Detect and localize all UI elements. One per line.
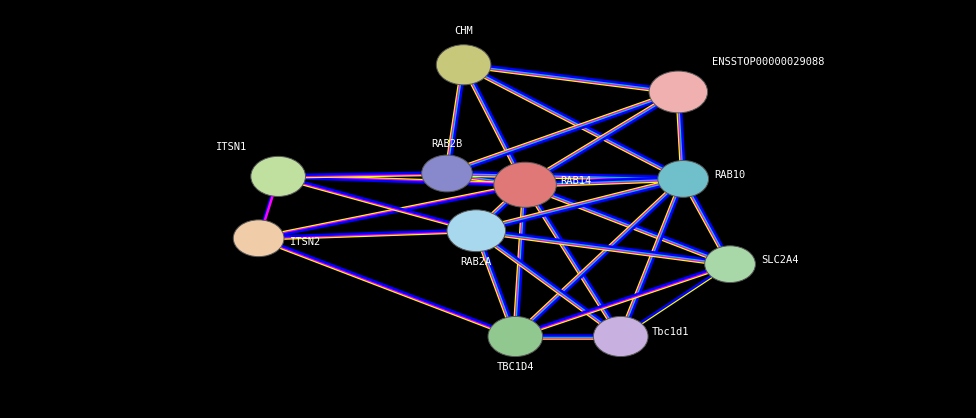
Ellipse shape <box>494 162 556 207</box>
Ellipse shape <box>705 246 755 283</box>
Text: TBC1D4: TBC1D4 <box>497 362 534 372</box>
Ellipse shape <box>422 155 472 192</box>
Text: ITSN1: ITSN1 <box>216 142 247 152</box>
Ellipse shape <box>447 210 506 252</box>
Text: ITSN2: ITSN2 <box>290 237 321 247</box>
Text: RAB10: RAB10 <box>714 170 746 180</box>
Ellipse shape <box>593 316 648 357</box>
Text: CHM: CHM <box>454 26 473 36</box>
Ellipse shape <box>488 316 543 357</box>
Ellipse shape <box>658 161 709 197</box>
Text: RAB2A: RAB2A <box>461 257 492 267</box>
Text: RAB14: RAB14 <box>560 176 591 186</box>
Text: RAB2B: RAB2B <box>431 139 463 149</box>
Text: SLC2A4: SLC2A4 <box>761 255 798 265</box>
Text: ENSSTOP00000029088: ENSSTOP00000029088 <box>712 57 825 67</box>
Ellipse shape <box>233 220 284 257</box>
Text: Tbc1d1: Tbc1d1 <box>652 327 689 337</box>
Ellipse shape <box>251 156 305 196</box>
Ellipse shape <box>649 71 708 113</box>
Ellipse shape <box>436 45 491 85</box>
